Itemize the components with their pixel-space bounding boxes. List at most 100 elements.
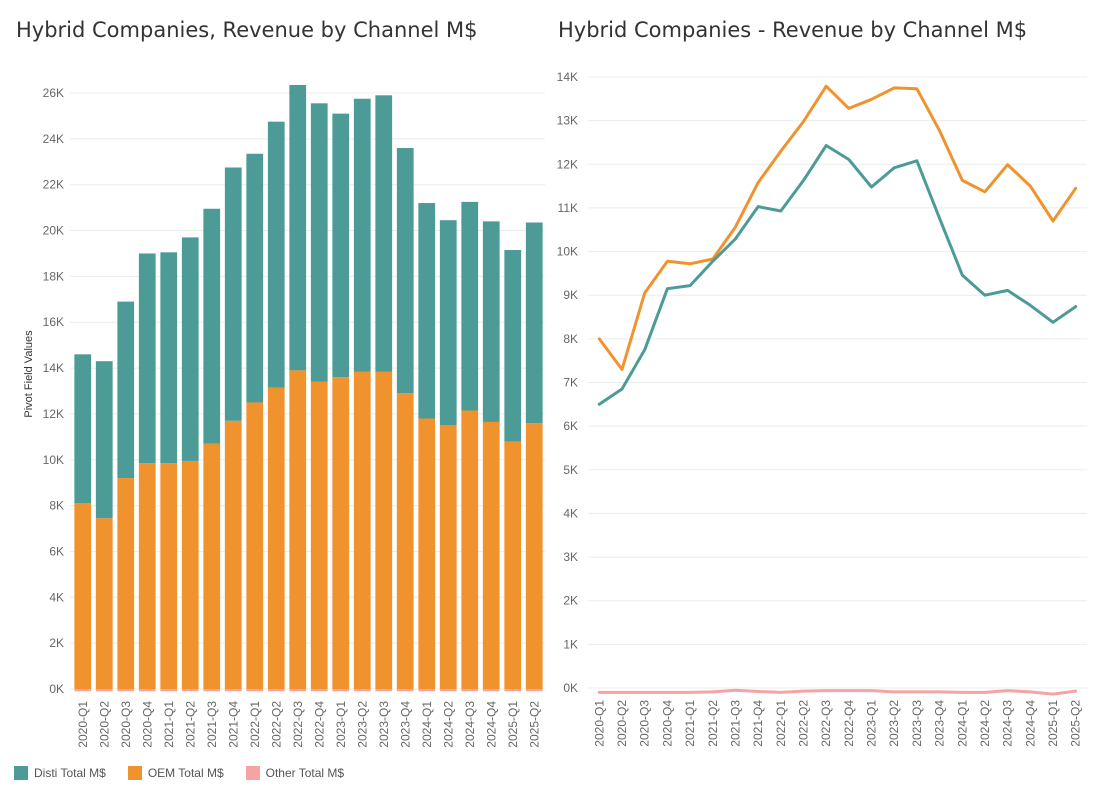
bar-oem [310,381,328,689]
x-tick-label: 2023-Q3 [910,700,924,747]
bar-disti [332,113,350,378]
x-tick-label: 2025-Q2 [1069,700,1083,747]
bar-disti [289,84,307,371]
legend-item-other[interactable]: Other Total M$ [245,766,344,780]
bar-disti [396,148,414,394]
bar-oem [439,425,457,689]
x-tick-label: 2023-Q1 [865,700,879,747]
x-tick-label: 2023-Q2 [355,701,369,748]
bar-oem [246,402,264,689]
legend-item-oem[interactable]: OEM Total M$ [127,766,224,780]
bar-disti [138,253,156,464]
x-tick-label: 2024-Q4 [484,701,498,748]
bar-other [396,689,414,692]
bar-disti [418,203,436,419]
bar-disti [267,121,285,388]
y-tick-label: 6K [563,419,578,433]
x-tick-label: 2022-Q2 [796,700,810,747]
bar-disti [310,103,328,382]
line-other [597,688,1078,696]
x-tick-label: 2024-Q4 [1023,700,1037,747]
bar-disti [504,250,522,442]
y-tick-label: 10K [43,453,64,467]
y-tick-label: 1K [563,637,578,651]
x-tick-label: 2024-Q3 [463,701,477,748]
y-tick-label: 16K [43,315,64,329]
bar-other [439,689,457,692]
bar-disti [439,220,457,426]
bar-other [504,689,522,692]
x-tick-label: 2020-Q4 [140,701,154,748]
x-tick-label: 2022-Q1 [774,700,788,747]
bar-oem [418,418,436,689]
stacked-bar-chart: 0K 2K 4K 6K 8K 10K 12K 14K 16K 18K 20K 22K 24K 26K Piv… [23,84,545,748]
x-tick-label: 2021-Q2 [706,700,720,747]
bar-disti [160,252,178,464]
x-tick-label: 2024-Q2 [441,701,455,748]
right-chart-title: Hybrid Companies - Revenue by Channel M$ [558,18,1028,42]
legend-item-disti[interactable]: Disti Total M$ [14,766,106,780]
bar-other [267,689,285,692]
x-tick-label: 2023-Q3 [377,701,391,748]
x-tick-label: 2020-Q2 [97,701,111,748]
bar-other [289,689,307,692]
bar-oem [289,370,307,689]
x-tick-label: 2021-Q4 [226,701,240,748]
x-tick-label: 2020-Q1 [592,700,606,747]
left-chart-title: Hybrid Companies, Revenue by Channel M$ [16,18,478,42]
y-tick-label: 6K [49,544,64,558]
y-tick-label: 11K [558,201,578,215]
bar-oem [117,478,135,689]
bar-other [353,689,371,692]
bar-other [482,689,500,692]
y-tick-label: 26K [43,86,64,100]
bar-oem [504,441,522,689]
y-tick-label: 10K [557,245,578,259]
bar-oem [267,387,285,689]
legend-swatch-oem [127,766,142,780]
y-tick-label: 7K [563,376,578,390]
x-tick-label: 2021-Q1 [683,700,697,747]
bar-oem [461,410,479,689]
y-tick-label: 0K [563,681,578,695]
x-tick-label: 2022-Q3 [291,701,305,748]
x-tick-label: 2020-Q1 [76,701,90,748]
y-tick-label: 4K [563,506,578,520]
bar-disti [461,201,479,411]
chart-legend: Disti Total M$ OEM Total M$ Other Total … [14,766,344,780]
x-tick-label: 2021-Q3 [728,700,742,747]
x-tick-label: 2022-Q3 [819,700,833,747]
bar-other [332,689,350,692]
bar-disti [353,98,371,372]
x-tick-label: 2023-Q4 [398,701,412,748]
y-axis-label: Pivot Field Values [23,330,35,418]
legend-label-disti: Disti Total M$ [34,766,106,780]
line-oem [597,84,1078,371]
bar-oem [138,463,156,689]
bar-other [203,689,221,692]
y-tick-label: 20K [43,224,64,238]
x-tick-label: 2022-Q4 [842,700,856,747]
bar-other [418,689,436,692]
y-tick-label: 12K [43,407,64,421]
bar-other [74,689,92,692]
bar-disti [246,153,264,403]
bar-oem [224,420,242,689]
x-tick-label: 2020-Q4 [660,700,674,747]
y-tick-label: 8K [563,332,578,346]
bar-oem [181,460,199,689]
bar-disti [375,95,393,372]
bar-disti [95,361,113,519]
bar-other [95,689,113,692]
bar-oem [160,463,178,689]
bar-oem [74,503,92,689]
bar-oem [353,371,371,689]
x-tick-label: 2021-Q3 [205,701,219,748]
x-tick-label: 2024-Q1 [955,700,969,747]
bar-other [224,689,242,692]
bar-oem [375,371,393,689]
x-tick-label: 2025-Q1 [1046,700,1060,747]
bar-disti [117,301,135,479]
x-tick-label: 2023-Q4 [933,700,947,747]
y-tick-label: 14K [557,70,578,84]
